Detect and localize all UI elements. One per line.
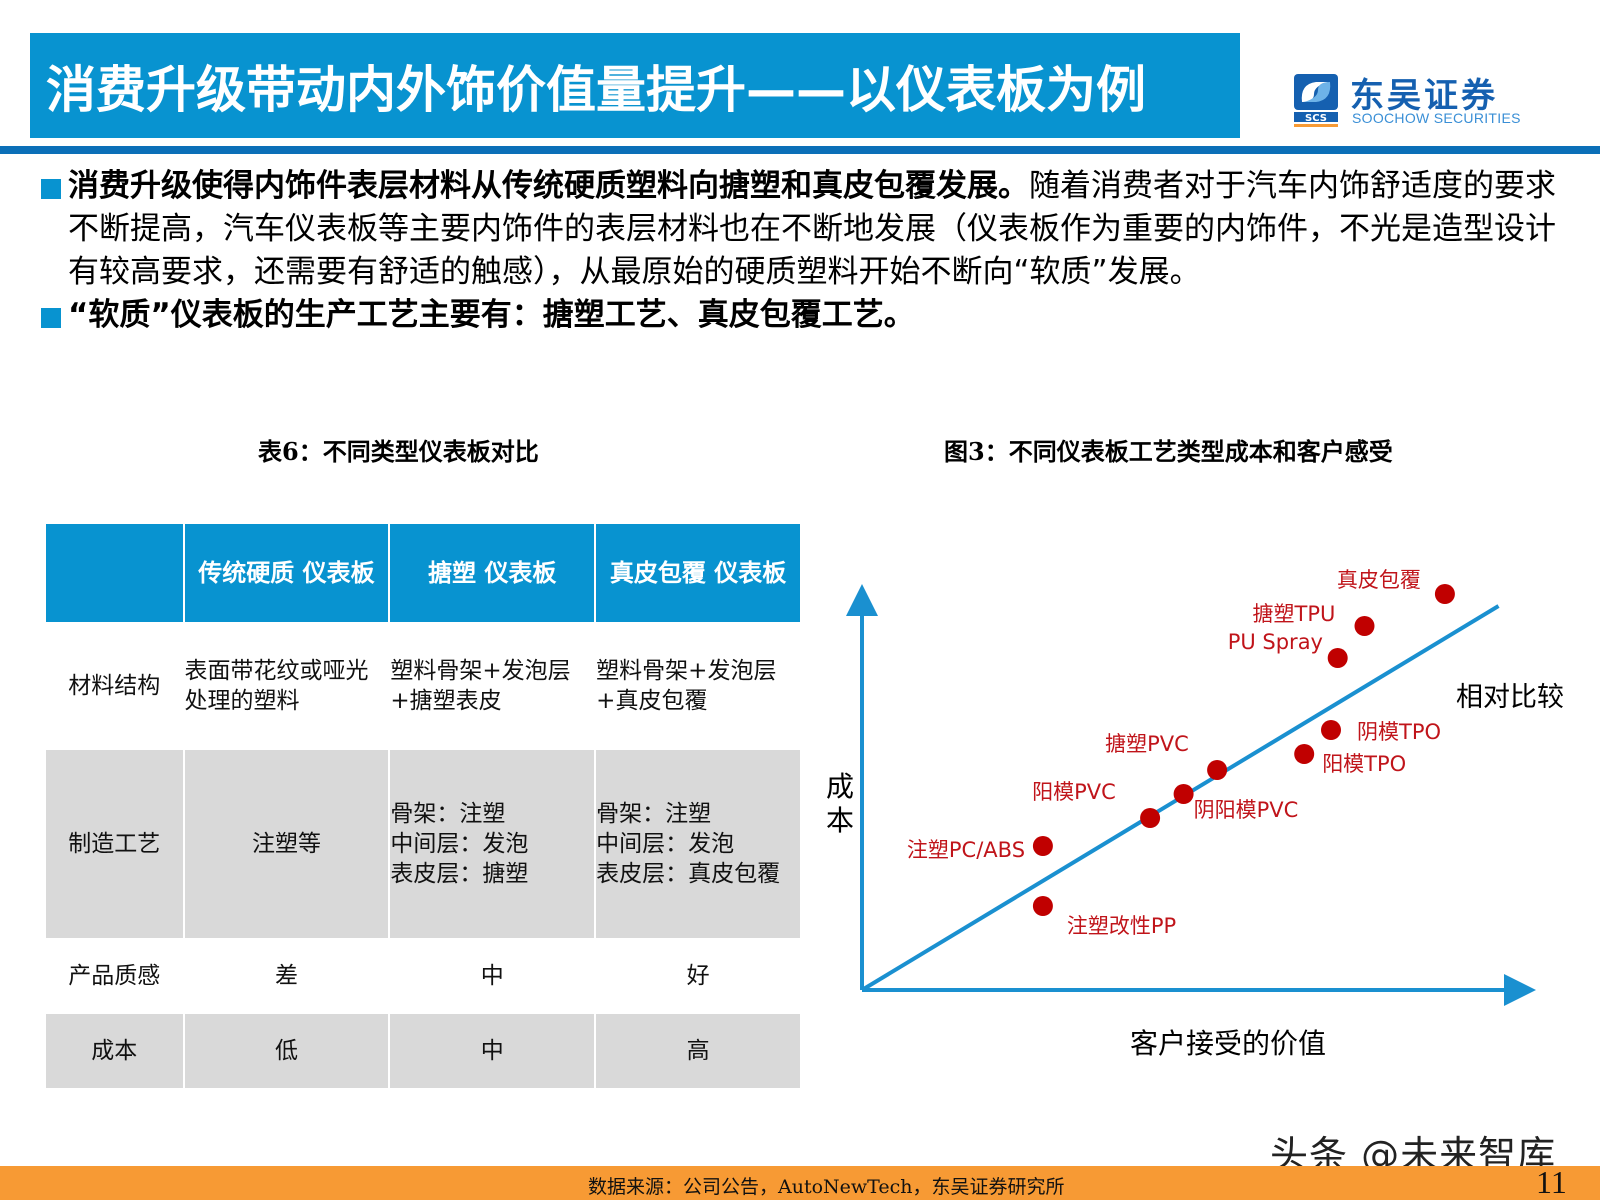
data-point (1294, 744, 1315, 764)
data-point (1032, 896, 1053, 916)
logo-name-en: SOOCHOW SECURITIES (1352, 110, 1521, 126)
table-header-cell: 搪塑 仪表板 (390, 524, 595, 622)
comparison-table: 传统硬质 仪表板 搪塑 仪表板 真皮包覆 仪表板 材料结构 表面带花纹或哑光 处… (44, 524, 802, 1088)
page-title: 消费升级带动内外饰价值量提升——以仪表板为例 (46, 60, 1146, 119)
data-point-label: 阴模TPO (1357, 720, 1442, 744)
y-axis-label: 成本 (825, 770, 854, 837)
data-point (1354, 616, 1375, 636)
table-cell: 表面带花纹或哑光 处理的塑料 (184, 622, 389, 750)
table-header-row: 传统硬质 仪表板 搪塑 仪表板 真皮包覆 仪表板 (46, 524, 800, 622)
row-label: 成本 (46, 1014, 183, 1088)
bullet-bold-text: “软质”仪表板的生产工艺主要有：搪塑工艺、真皮包覆工艺。 (68, 297, 915, 333)
bullet-square-icon (41, 179, 61, 199)
bullet-item: “软质”仪表板的生产工艺主要有：搪塑工艺、真皮包覆工艺。 (38, 294, 1568, 337)
company-logo: SCS 东吴证券 SOOCHOW SECURITIES (1292, 72, 1522, 128)
data-point-label: 搪塑TPU (1252, 602, 1336, 626)
data-point (1032, 836, 1053, 856)
data-point-label: 阳模PVC (1032, 780, 1116, 804)
table-row: 材料结构 表面带花纹或哑光 处理的塑料 塑料骨架+发泡层 +搪塑表皮 塑料骨架+… (46, 622, 800, 750)
soochow-logo-icon: SCS (1294, 74, 1338, 127)
table-cell: 高 (596, 1014, 800, 1088)
data-point-label: PU Spray (1227, 630, 1323, 654)
table-cell: 好 (596, 938, 800, 1014)
footer-bar: 数据来源：公司公告，AutoNewTech，东吴证券研究所 11 (0, 1164, 1600, 1200)
table-cell: 低 (184, 1014, 389, 1088)
table-header-cell: 传统硬质 仪表板 (184, 524, 389, 622)
row-label: 制造工艺 (46, 750, 183, 938)
svg-text:SCS: SCS (1305, 113, 1327, 124)
table-header-cell: 真皮包覆 仪表板 (596, 524, 800, 622)
table-cell: 中 (390, 1014, 595, 1088)
table-cell: 骨架：注塑 中间层：发泡 表皮层：搪塑 (390, 750, 595, 938)
header-divider (0, 146, 1600, 154)
data-point-label: 阴阳模PVC (1193, 798, 1299, 822)
data-point (1434, 584, 1455, 604)
data-point (1207, 760, 1228, 780)
table-row: 产品质感 差 中 好 (46, 938, 800, 1014)
data-source: 数据来源：公司公告，AutoNewTech，东吴证券研究所 (588, 1176, 1065, 1198)
logo-name-cn: 东吴证券 (1350, 76, 1498, 116)
bullet-bold-text: 消费升级使得内饰件表层材料从传统硬质塑料向搪塑和真皮包覆发展。 (68, 168, 1029, 204)
bullet-item: 消费升级使得内饰件表层材料从传统硬质塑料向搪塑和真皮包覆发展。随着消费者对于汽车… (38, 165, 1568, 294)
table-header-cell (46, 524, 183, 622)
table-row: 成本 低 中 高 (46, 1014, 800, 1088)
data-point (1327, 648, 1348, 668)
row-label: 产品质感 (46, 938, 183, 1014)
trend-line-label: 相对比较 (1456, 682, 1564, 713)
bullet-square-icon (41, 308, 61, 328)
bullet-list: 消费升级使得内饰件表层材料从传统硬质塑料向搪塑和真皮包覆发展。随着消费者对于汽车… (38, 165, 1568, 337)
table-cell: 骨架：注塑 中间层：发泡 表皮层：真皮包覆 (596, 750, 800, 938)
data-point (1321, 720, 1341, 740)
data-point-label: 搪塑PVC (1105, 732, 1189, 756)
title-bar: 消费升级带动内外饰价值量提升——以仪表板为例 (30, 33, 1240, 138)
table-cell: 中 (390, 938, 595, 1014)
table-row: 制造工艺 注塑等 骨架：注塑 中间层：发泡 表皮层：搪塑 骨架：注塑 中间层：发… (46, 750, 800, 938)
data-point-label: 阳模TPO (1322, 752, 1407, 776)
x-axis-label: 客户接受的价值 (1130, 1027, 1327, 1060)
data-point-label: 注塑改性PP (1066, 914, 1177, 938)
table-cell: 注塑等 (184, 750, 389, 938)
table-cell: 塑料骨架+发泡层 +搪塑表皮 (390, 622, 595, 750)
cost-value-chart: 成本 客户接受的价值 相对比较 注塑改性PP 注塑PC/ABS 阳模PVC 阴阳模PV… (820, 568, 1580, 1080)
table-cell: 差 (184, 938, 389, 1014)
data-point-label: 真皮包覆 (1336, 568, 1421, 592)
data-point (1173, 784, 1194, 804)
table-cell: 塑料骨架+发泡层 +真皮包覆 (596, 622, 800, 750)
row-label: 材料结构 (46, 622, 183, 750)
bullet-body-text: 随着消费者对于汽车内饰舒适度的要求不断提高，汽车仪表板等主要内饰件的表层材料也在… (68, 168, 1556, 290)
chart-caption: 图3：不同仪表板工艺类型成本和客户感受 (944, 437, 1393, 466)
chart-plot-area (846, 584, 1536, 1006)
table-caption: 表6：不同类型仪表板对比 (258, 437, 539, 466)
data-point (1140, 808, 1161, 828)
data-point-label: 注塑PC/ABS (906, 838, 1026, 862)
page-number: 11 (1536, 1164, 1567, 1200)
